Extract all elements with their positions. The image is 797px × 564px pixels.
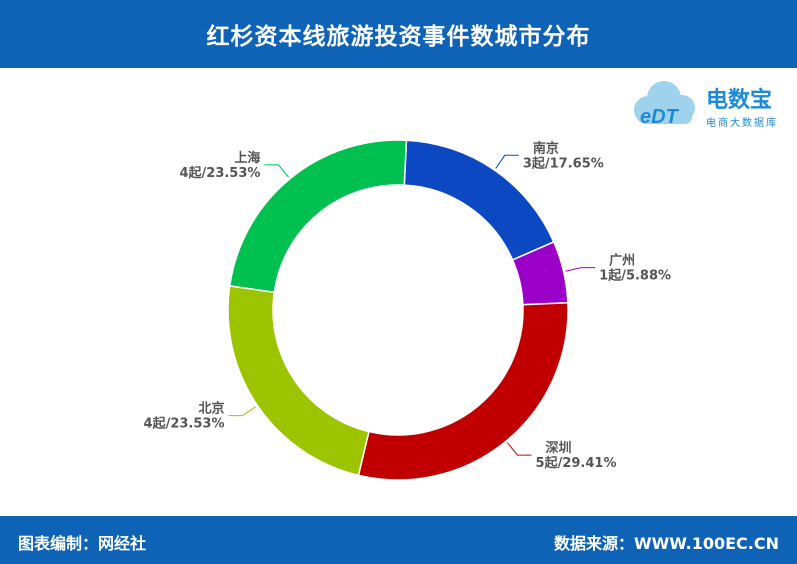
slice-name-0: 南京 (533, 140, 559, 156)
logo-subtitle: 电商大数据库 (706, 116, 778, 129)
slice-value-4: 4起/23.53% (179, 165, 260, 181)
donut-chart: 南京3起/17.65%广州1起/5.88%深圳5起/29.41%北京4起/23.… (144, 139, 671, 481)
leader-line-3 (228, 406, 257, 417)
leader-line-2 (506, 442, 532, 456)
leader-line-4 (264, 164, 290, 178)
slice-value-2: 5起/29.41% (536, 455, 617, 471)
leader-line-1 (565, 267, 596, 272)
footer-bar: 图表编制：网经社 数据来源：WWW.100EC.CN (0, 516, 797, 564)
chart-title-bar: 红杉资本线旅游投资事件数城市分布 (0, 0, 797, 68)
slice-value-1: 1起/5.88% (599, 268, 671, 284)
slice-name-1: 广州 (609, 253, 635, 269)
slice-value-0: 3起/17.65% (523, 155, 604, 171)
leader-line-0 (495, 154, 519, 169)
footer-source: 数据来源：WWW.100EC.CN (553, 534, 779, 553)
footer-compiler: 图表编制：网经社 (18, 534, 147, 553)
slice-name-2: 深圳 (546, 440, 572, 456)
slice-name-3: 北京 (198, 401, 224, 417)
cloud-icon (634, 81, 695, 124)
logo-brand: 电数宝 (706, 87, 772, 113)
slice-2 (357, 302, 569, 481)
logo: eDT 电数宝 电商大数据库 (634, 81, 778, 129)
slice-name-4: 上海 (234, 150, 260, 166)
chart-title: 红杉资本线旅游投资事件数城市分布 (206, 24, 591, 50)
slice-4 (228, 139, 408, 294)
logo-mark: eDT (640, 106, 680, 128)
slice-3 (227, 285, 370, 477)
slice-value-3: 4起/23.53% (144, 416, 225, 432)
